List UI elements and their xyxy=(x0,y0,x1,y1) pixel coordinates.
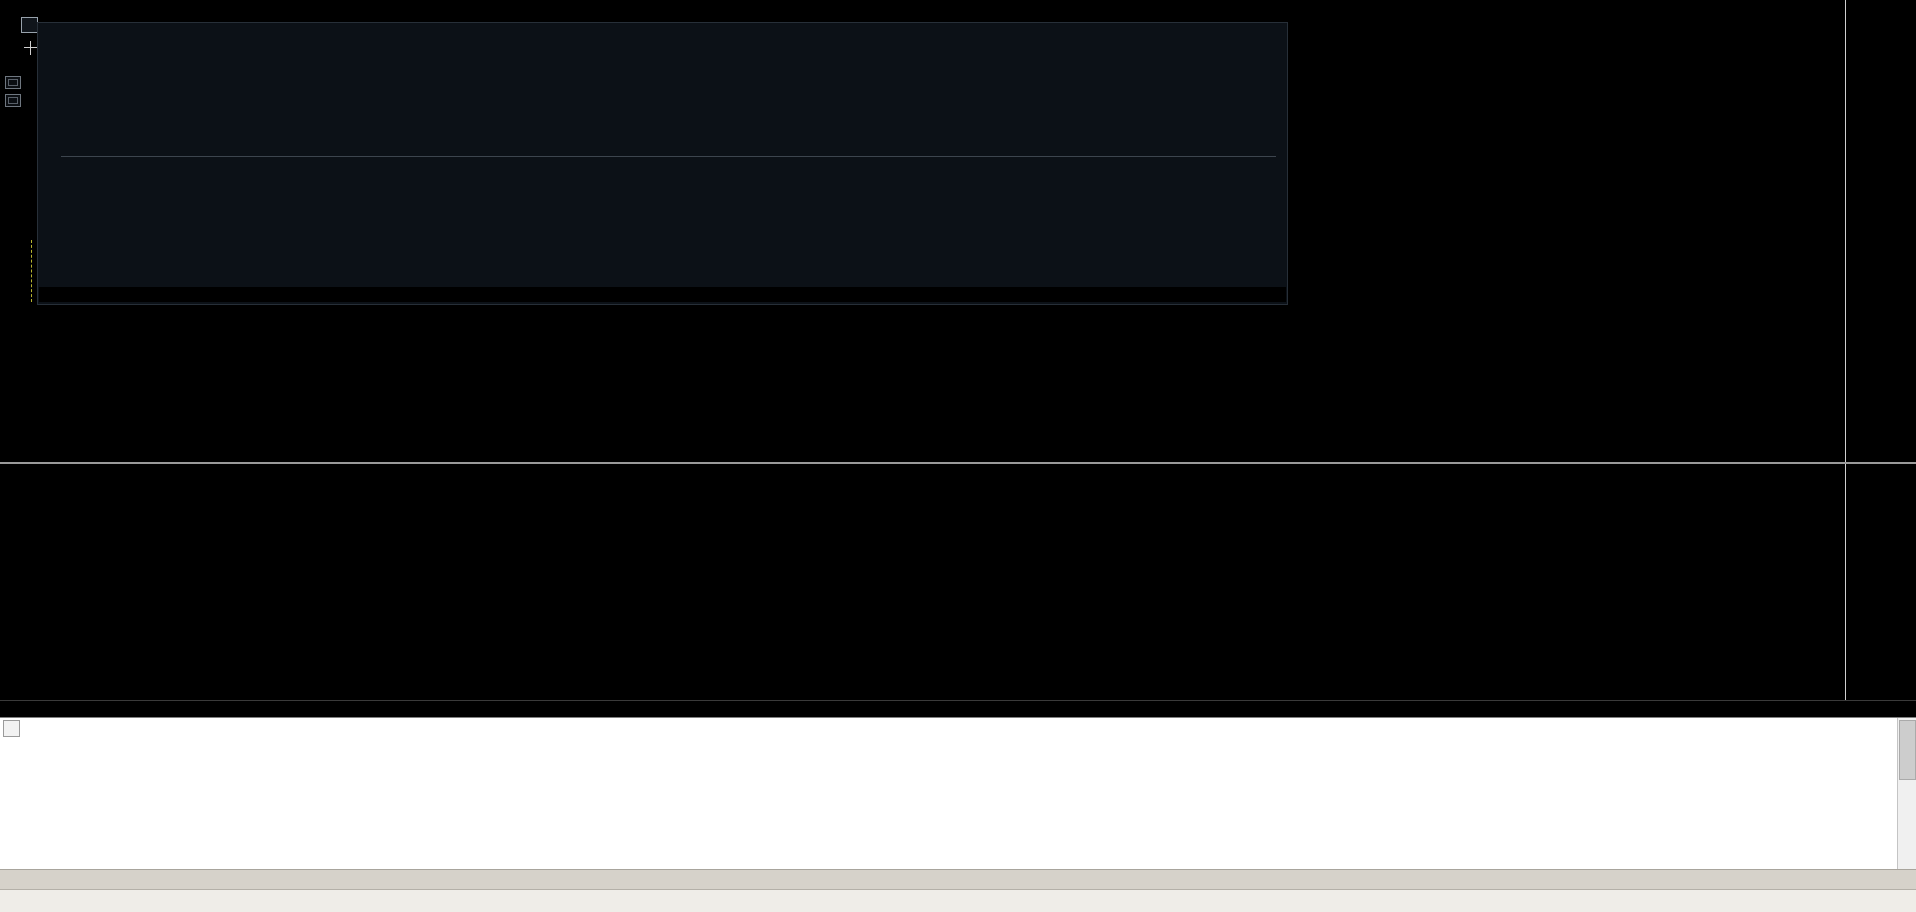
equity-price-scale[interactable] xyxy=(1845,464,1916,717)
chart-window-icon[interactable] xyxy=(5,94,21,107)
account-history-panel xyxy=(0,717,1916,870)
stats-total-row-background xyxy=(39,287,1286,302)
indicator-version-line xyxy=(31,240,32,302)
account-summary-bar xyxy=(0,869,1916,890)
close-panel-button[interactable] xyxy=(3,720,20,737)
stats-panel xyxy=(37,22,1288,305)
crosshair-move-icon[interactable] xyxy=(24,41,38,55)
time-axis[interactable] xyxy=(0,700,1916,717)
stats-mini-equity-chart xyxy=(38,59,1285,159)
chart-window-icon[interactable] xyxy=(5,76,21,89)
price-scale[interactable] xyxy=(1845,0,1916,462)
account-equity-chart-canvas[interactable] xyxy=(0,465,1845,700)
chart-splitter[interactable] xyxy=(0,462,1916,464)
terminal-tab-bar xyxy=(0,889,1916,912)
orders-scrollbar-thumb[interactable] xyxy=(1899,720,1916,780)
indicator-minimize-button[interactable] xyxy=(21,17,38,33)
mini-chart-axis xyxy=(61,156,1276,157)
